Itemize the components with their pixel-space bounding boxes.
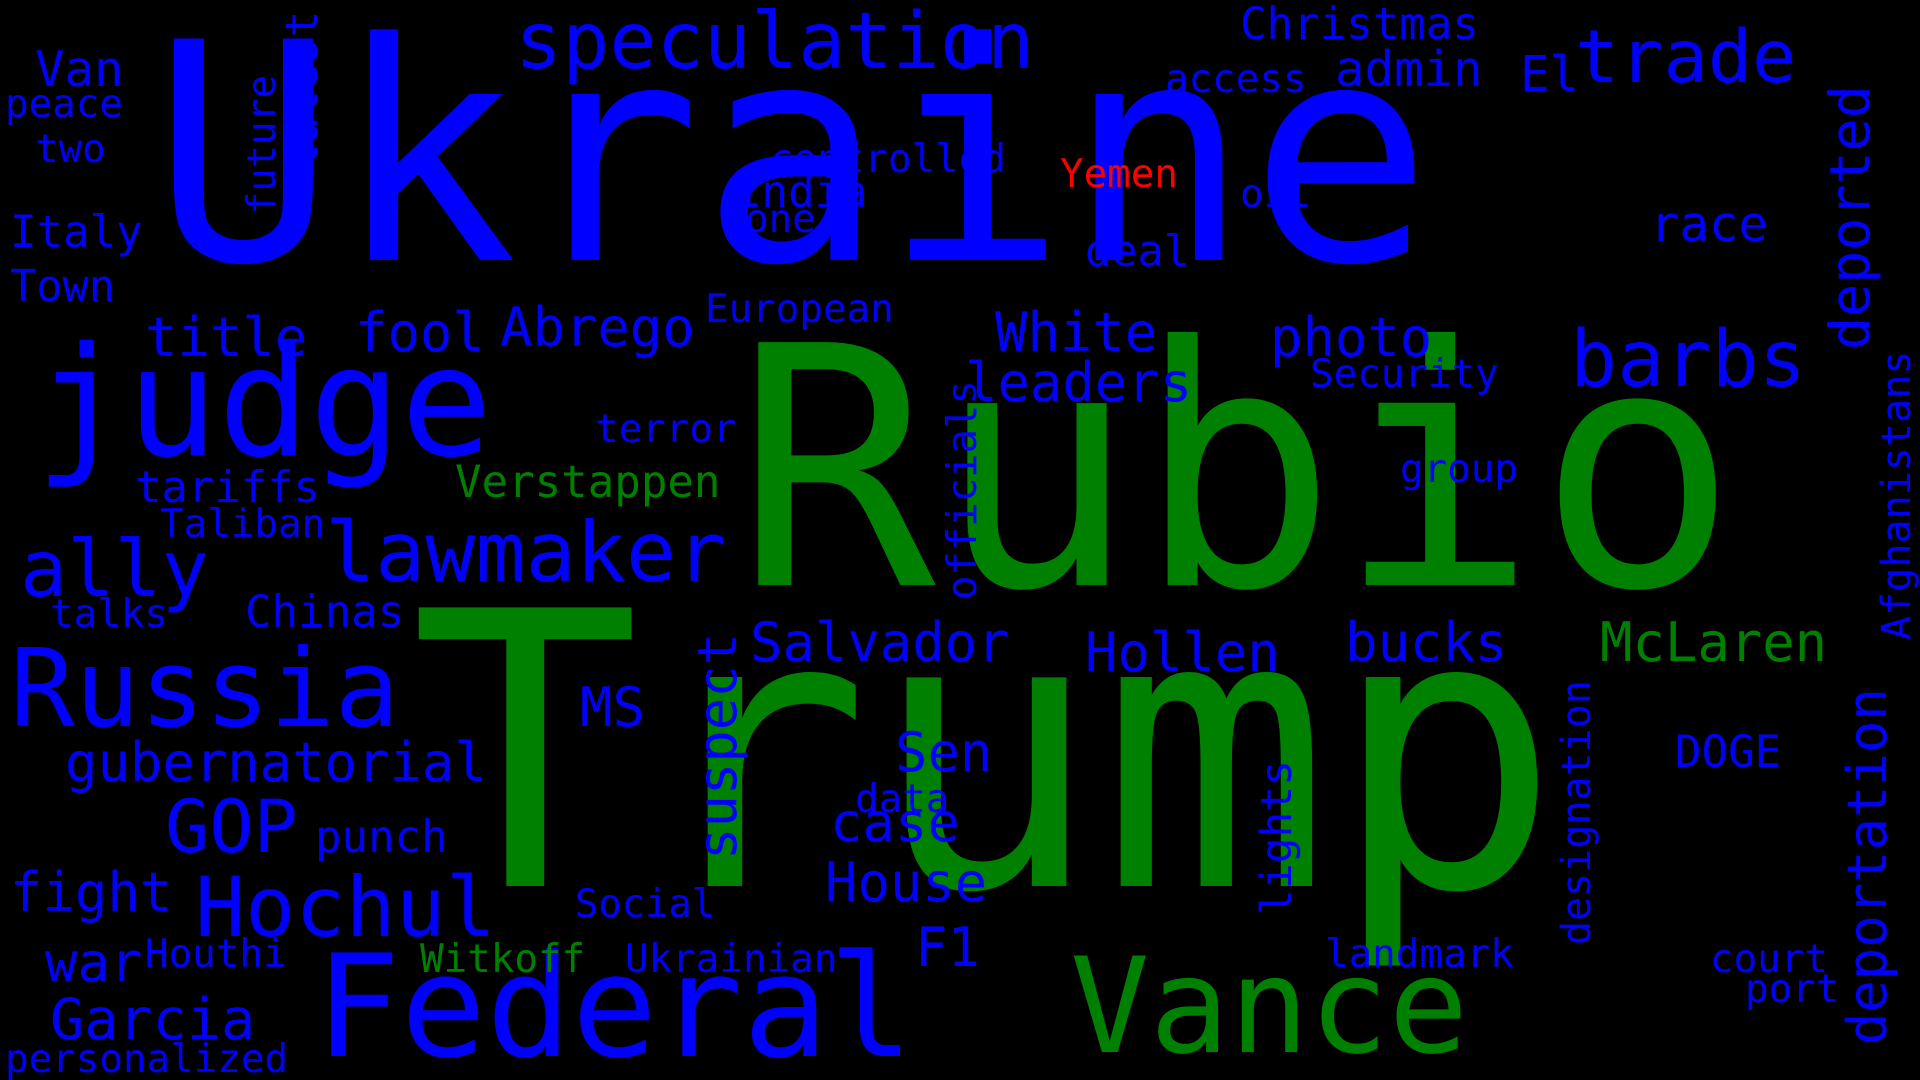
word-ms: MS bbox=[580, 676, 645, 739]
word-hollen: Hollen bbox=[1085, 621, 1280, 684]
word-deported: deported bbox=[1818, 85, 1882, 350]
word-designation: designation bbox=[1554, 680, 1600, 945]
word-rubio: Rubio bbox=[735, 276, 1739, 664]
word-admin: admin bbox=[1335, 41, 1483, 98]
word-security: Security bbox=[1310, 352, 1499, 397]
word-afghanistans: Afghanistans bbox=[1874, 350, 1920, 640]
word-russia: Russia bbox=[10, 627, 400, 752]
word-white: White bbox=[995, 301, 1158, 364]
word-f1: F1 bbox=[915, 916, 980, 979]
word-european: European bbox=[705, 287, 894, 332]
word-doge: DOGE bbox=[1675, 727, 1782, 778]
word-gop: GOP bbox=[165, 785, 298, 870]
word-bucks: bucks bbox=[1345, 611, 1508, 674]
word-speculation: speculation bbox=[515, 0, 1035, 87]
word-fool: fool bbox=[355, 301, 485, 364]
word-ukrainian: Ukrainian bbox=[625, 937, 838, 982]
word-gubernatorial: gubernatorial bbox=[65, 731, 487, 794]
word-barbs: barbs bbox=[1570, 314, 1806, 405]
word-port: port bbox=[1745, 967, 1840, 1012]
word-salvador: Salvador bbox=[750, 611, 1010, 674]
word-christmas: Christmas bbox=[1240, 0, 1479, 50]
word-latest: latest bbox=[277, 10, 328, 170]
word-leaders: leaders bbox=[965, 351, 1193, 414]
word-el: El bbox=[1520, 46, 1580, 103]
word-ally: ally bbox=[20, 524, 209, 615]
word-witkoff: Witkoff bbox=[420, 937, 586, 982]
word-italy: Italy bbox=[10, 207, 143, 258]
word-fight: fight bbox=[10, 861, 173, 924]
word-hochul: Hochul bbox=[195, 859, 496, 956]
word-lawmaker: lawmaker bbox=[325, 504, 727, 601]
word-race: race bbox=[1650, 196, 1769, 253]
word-one: one bbox=[745, 197, 816, 242]
word-town: Town bbox=[10, 262, 115, 312]
word-suspect: suspect bbox=[686, 632, 749, 860]
word-ukraine: Ukraine bbox=[152, 0, 1433, 332]
word-lights: lights bbox=[1252, 760, 1302, 915]
word-officials: officials bbox=[938, 380, 986, 600]
word-mclaren: McLaren bbox=[1600, 611, 1828, 674]
word-peace: peace bbox=[5, 82, 123, 127]
word-social: Social bbox=[575, 882, 716, 927]
word-title: title bbox=[145, 306, 308, 369]
word-group: group bbox=[1400, 447, 1518, 492]
word-india: India bbox=[735, 167, 868, 218]
word-talks: talks bbox=[50, 592, 168, 637]
word-personalized: personalized bbox=[5, 1037, 289, 1080]
word-verstappen: Verstappen bbox=[455, 457, 721, 508]
word-tariffs: tariffs bbox=[135, 462, 320, 513]
word-yemen: Yemen bbox=[1060, 152, 1178, 197]
word-court: court bbox=[1710, 937, 1828, 982]
word-punch: punch bbox=[315, 812, 448, 863]
word-oil: oil bbox=[1240, 172, 1311, 217]
word-access: access bbox=[1165, 57, 1307, 102]
word-federal: Federal bbox=[315, 924, 914, 1080]
word-war: war bbox=[45, 931, 143, 994]
word-trump: Trump bbox=[410, 532, 1561, 977]
word-data: data bbox=[855, 777, 950, 822]
word-taliban: Taliban bbox=[160, 502, 326, 547]
word-chinas: Chinas bbox=[245, 587, 405, 638]
word-sen: Sen bbox=[895, 721, 993, 784]
word-garcia: Garcia bbox=[50, 987, 256, 1053]
word-van: Van bbox=[35, 41, 124, 98]
word-vance: Vance bbox=[1070, 930, 1469, 1080]
word-judge: judge bbox=[35, 314, 493, 491]
word-photo: photo bbox=[1270, 306, 1433, 369]
word-two: two bbox=[35, 127, 106, 172]
word-houthi: Houthi bbox=[145, 932, 287, 977]
word-deportation: deportation bbox=[1836, 688, 1899, 1045]
word-house: House bbox=[825, 851, 988, 914]
word-abrego: Abrego bbox=[500, 296, 695, 359]
word-landmark: landmark bbox=[1325, 932, 1514, 977]
word-terror: terror bbox=[595, 407, 737, 452]
word-trade: trade bbox=[1575, 15, 1797, 100]
word-deal: deal bbox=[1085, 227, 1190, 277]
word-controlled: controlled bbox=[770, 137, 1006, 182]
word-case: case bbox=[830, 791, 960, 854]
